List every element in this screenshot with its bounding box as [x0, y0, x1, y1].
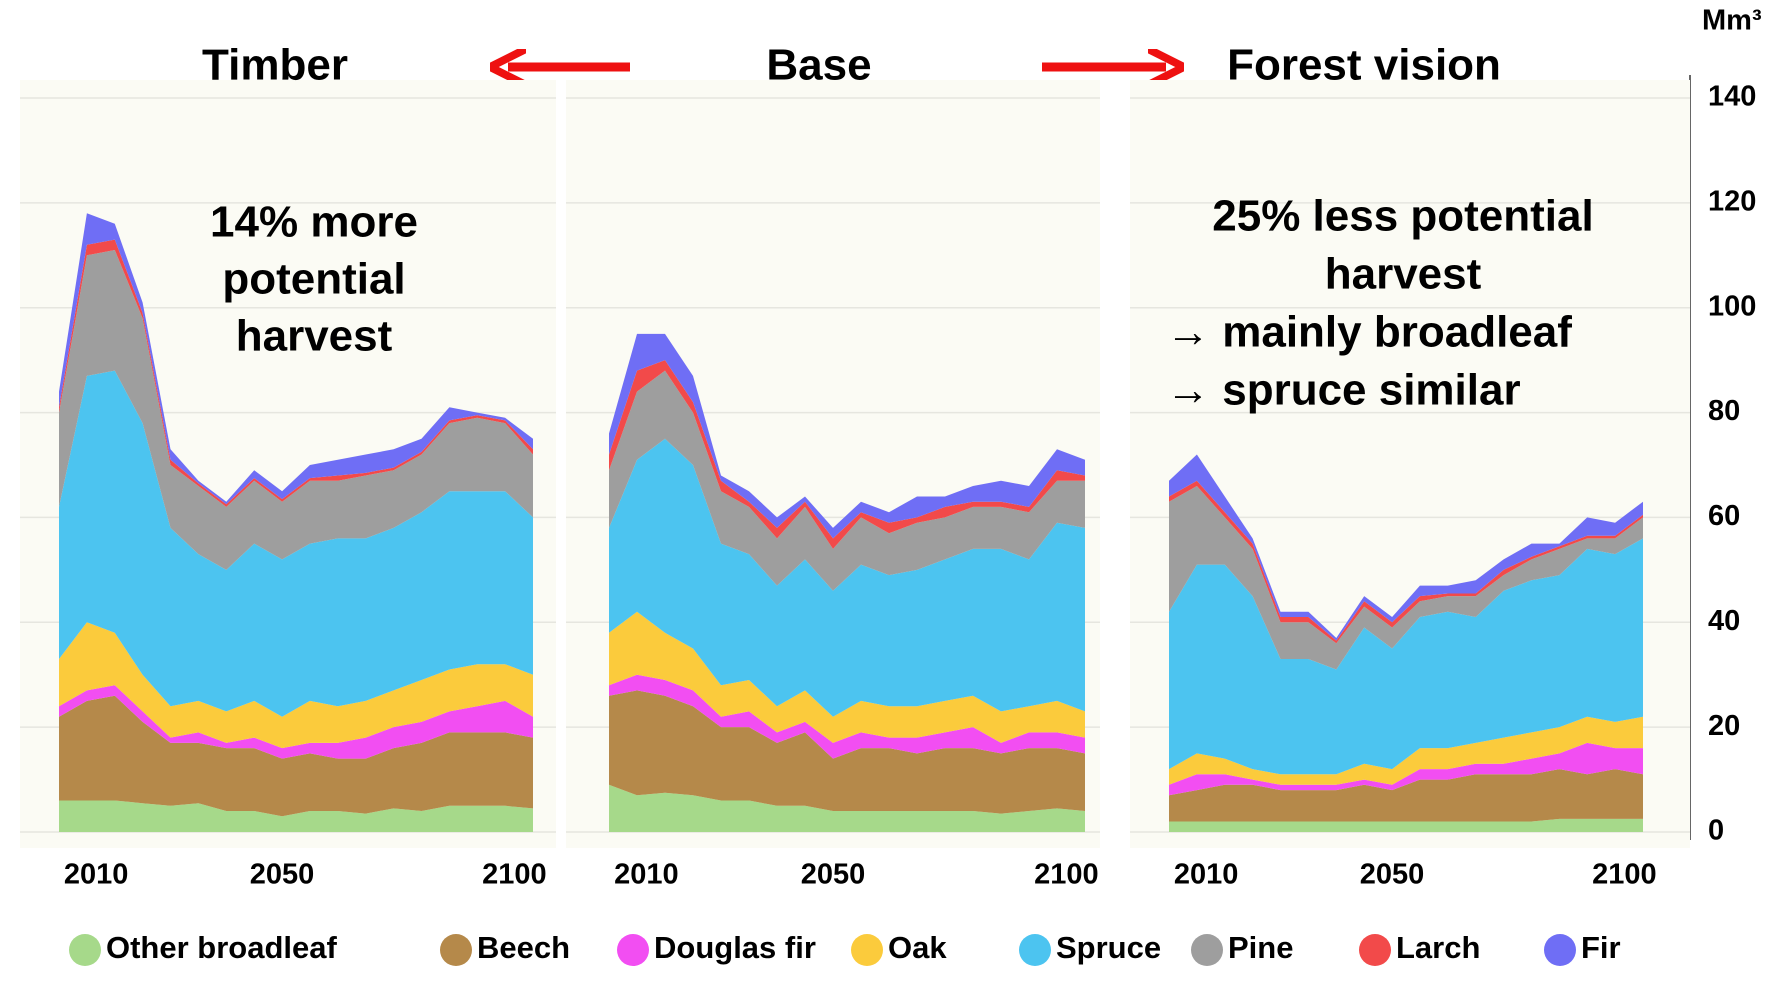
x-tick-label: 2100 — [1592, 859, 1657, 891]
legend-marker — [69, 934, 101, 966]
y-tick-label: 40 — [1708, 605, 1740, 637]
annotation: harvest — [1325, 250, 1482, 299]
area: Fir — [1169, 454, 1643, 641]
area: Spruce — [609, 438, 1085, 717]
y-tick-label: 60 — [1708, 500, 1740, 532]
x-tick-label: 2010 — [64, 859, 129, 891]
area: Douglas fir — [1169, 742, 1643, 796]
legend-label: Beech — [477, 930, 570, 965]
x-tick-label: 2050 — [801, 859, 866, 891]
legend-label: Douglas fir — [654, 930, 816, 965]
x-tick-label: 2010 — [1174, 859, 1239, 891]
y-tick-label: 0 — [1708, 815, 1724, 847]
area: Beech — [609, 690, 1085, 814]
area: Larch — [59, 239, 533, 507]
area: Oak — [59, 622, 533, 749]
x-tick-label: 2010 — [614, 859, 679, 891]
area: Pine — [609, 370, 1085, 591]
annotation: 25% less potential — [1212, 192, 1593, 241]
area: Douglas fir — [609, 674, 1085, 759]
area: Douglas fir — [59, 685, 533, 759]
annotation: → mainly broadleaf — [1166, 308, 1572, 357]
area: Spruce — [59, 370, 533, 717]
area: Larch — [1169, 480, 1643, 644]
legend-marker — [1544, 934, 1576, 966]
y-tick-label: 80 — [1708, 395, 1740, 427]
legend-marker — [1359, 934, 1391, 966]
x-tick-label: 2100 — [1034, 859, 1099, 891]
y-tick-label: 120 — [1708, 186, 1756, 218]
annotation: → spruce similar — [1166, 366, 1521, 415]
y-axis-unit: Mm³ — [1702, 5, 1762, 37]
area: Oak — [609, 611, 1085, 743]
legend-label: Spruce — [1056, 930, 1161, 965]
area: Pine — [59, 250, 533, 570]
area: Oak — [1169, 716, 1643, 785]
legend-marker — [1191, 934, 1223, 966]
annotation: potential — [222, 255, 405, 304]
area: Other broadleaf — [1169, 818, 1643, 832]
legend-marker — [1019, 934, 1051, 966]
panel-title: Timber — [202, 41, 348, 90]
x-tick-label: 2100 — [482, 859, 547, 891]
legend-label: Oak — [888, 930, 947, 965]
panel-title: Forest vision — [1227, 41, 1501, 90]
y-tick-label: 140 — [1708, 81, 1756, 113]
area: Other broadleaf — [609, 784, 1085, 832]
legend-label: Other broadleaf — [106, 930, 337, 965]
legend-marker — [440, 934, 472, 966]
legend-marker — [617, 934, 649, 966]
legend-label: Pine — [1228, 930, 1293, 965]
annotation: harvest — [236, 312, 393, 361]
area: Pine — [1169, 486, 1643, 670]
x-tick-label: 2050 — [250, 859, 315, 891]
panel-title: Base — [766, 41, 871, 90]
y-tick-label: 100 — [1708, 290, 1756, 322]
x-tick-label: 2050 — [1360, 859, 1425, 891]
annotation: 14% more — [210, 198, 418, 247]
legend-marker — [851, 934, 883, 966]
legend-label: Fir — [1581, 930, 1621, 965]
area: Beech — [1169, 769, 1643, 822]
legend-label: Larch — [1396, 930, 1480, 965]
area: Other broadleaf — [59, 800, 533, 832]
y-tick-label: 20 — [1708, 710, 1740, 742]
area: Spruce — [1169, 538, 1643, 775]
area: Fir — [609, 333, 1085, 539]
